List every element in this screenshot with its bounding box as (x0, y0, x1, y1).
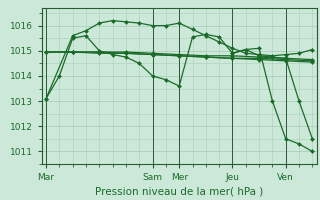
X-axis label: Pression niveau de la mer( hPa ): Pression niveau de la mer( hPa ) (95, 186, 263, 196)
